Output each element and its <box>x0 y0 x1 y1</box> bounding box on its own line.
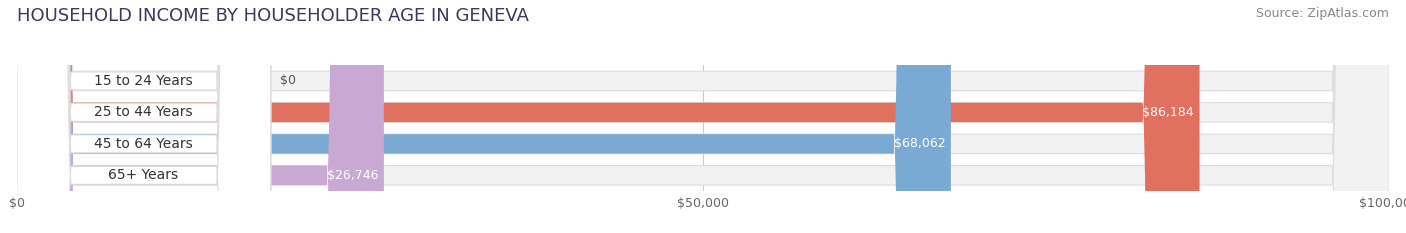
FancyBboxPatch shape <box>17 0 1199 233</box>
Text: $68,062: $68,062 <box>894 137 945 150</box>
Text: $86,184: $86,184 <box>1143 106 1194 119</box>
Text: HOUSEHOLD INCOME BY HOUSEHOLDER AGE IN GENEVA: HOUSEHOLD INCOME BY HOUSEHOLDER AGE IN G… <box>17 7 529 25</box>
Text: $0: $0 <box>280 75 297 87</box>
FancyBboxPatch shape <box>17 0 271 233</box>
Text: $26,746: $26,746 <box>328 169 378 182</box>
FancyBboxPatch shape <box>17 0 271 233</box>
Text: 25 to 44 Years: 25 to 44 Years <box>94 105 193 120</box>
Text: 45 to 64 Years: 45 to 64 Years <box>94 137 193 151</box>
Text: Source: ZipAtlas.com: Source: ZipAtlas.com <box>1256 7 1389 20</box>
FancyBboxPatch shape <box>17 0 1389 233</box>
FancyBboxPatch shape <box>17 0 1389 233</box>
FancyBboxPatch shape <box>17 0 271 233</box>
FancyBboxPatch shape <box>17 0 950 233</box>
Text: 65+ Years: 65+ Years <box>108 168 179 182</box>
FancyBboxPatch shape <box>17 0 384 233</box>
FancyBboxPatch shape <box>17 0 1389 233</box>
Text: 15 to 24 Years: 15 to 24 Years <box>94 74 193 88</box>
FancyBboxPatch shape <box>17 0 1389 233</box>
FancyBboxPatch shape <box>17 0 271 233</box>
